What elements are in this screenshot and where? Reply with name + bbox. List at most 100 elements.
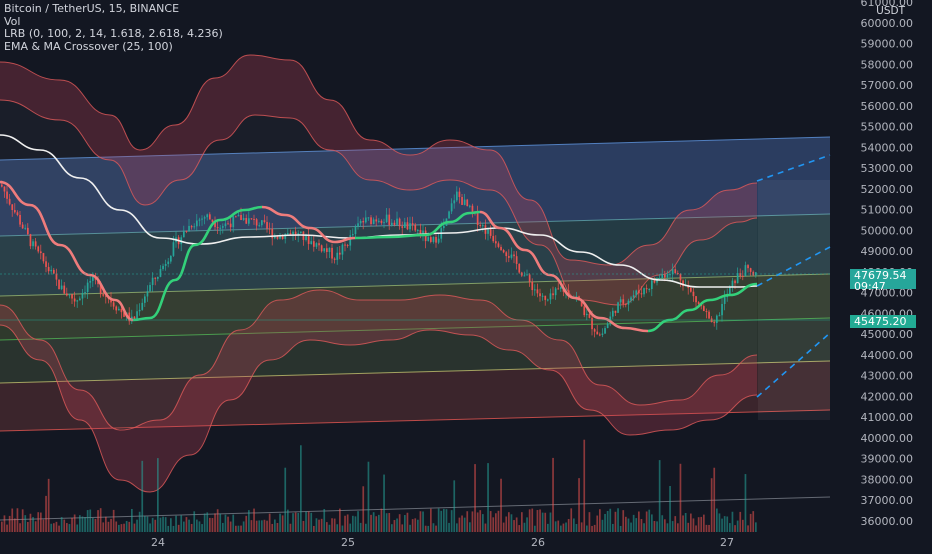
volume-bar	[687, 522, 690, 532]
candle-body	[170, 255, 172, 262]
volume-bar	[50, 523, 53, 532]
candle-body	[406, 222, 409, 230]
volume-bar	[287, 509, 289, 532]
volume-bar	[1, 521, 3, 532]
volume-bar	[539, 509, 541, 532]
volume-bar	[37, 512, 40, 532]
candle-body	[658, 278, 661, 280]
price-tick-label: 47000.00	[861, 287, 914, 300]
volume-bar	[19, 523, 21, 532]
candle-body	[599, 334, 601, 336]
ema-ma-indicator-label[interactable]: EMA & MA Crossover (25, 100)	[4, 39, 173, 53]
volume-bar	[497, 510, 500, 532]
volume-bar	[432, 523, 435, 532]
volume-bar	[528, 509, 531, 532]
upper-outer-line	[0, 54, 758, 266]
volume-bar	[123, 523, 125, 532]
volume-bar	[479, 510, 482, 532]
candle-body	[448, 211, 450, 219]
volume-bar	[105, 516, 107, 532]
volume-bar	[185, 517, 188, 532]
candle-body	[518, 263, 521, 273]
lrb-indicator-label[interactable]: LRB (0, 100, 2, 14, 1.618, 2.618, 4.236)	[4, 27, 223, 41]
volume-bar	[250, 520, 253, 532]
volume-bar	[469, 522, 471, 532]
time-axis[interactable]: 24 25 26 27	[0, 534, 832, 550]
candle-body	[682, 280, 684, 287]
volume-bar	[284, 467, 287, 532]
volume-bar	[40, 512, 42, 532]
level-price-tag[interactable]: 45475.20	[850, 315, 916, 328]
ema-bullish-segment	[354, 210, 481, 240]
volume-bar	[276, 522, 279, 532]
candle-body	[523, 275, 526, 277]
candle-body	[557, 288, 560, 290]
candle-body	[268, 228, 271, 230]
candle-body	[99, 284, 102, 295]
volume-bar	[71, 517, 73, 532]
volume-bar	[248, 510, 250, 532]
volume-bar	[531, 508, 534, 532]
volume-bar	[427, 525, 430, 532]
candle-body	[482, 225, 484, 227]
projection-dashed-line	[756, 246, 831, 287]
lrb-band-edge	[0, 409, 831, 432]
ma-100-line	[0, 134, 758, 288]
volume-bar	[97, 510, 99, 532]
volume-bar	[378, 514, 380, 532]
candle-body	[172, 242, 175, 256]
volume-bar	[118, 524, 120, 532]
volume-bar	[453, 480, 456, 532]
candle-body	[110, 298, 112, 303]
volume-bar	[112, 509, 115, 532]
volume-bar	[289, 523, 292, 532]
volume-bar	[219, 513, 222, 532]
volume-bar	[658, 460, 661, 532]
candle-body	[318, 243, 320, 246]
candle-body	[123, 312, 125, 317]
symbol-title[interactable]: Bitcoin / TetherUS, 15, BINANCE	[4, 2, 180, 15]
price-tick-label: 54000.00	[861, 141, 914, 154]
last-price-tag[interactable]: 47679.54 09:47	[850, 269, 916, 293]
price-tick-label: 57000.00	[861, 79, 914, 92]
projection-lines	[0, 154, 831, 398]
candle-body	[567, 290, 570, 297]
candle-body	[734, 280, 736, 284]
volume-bar	[167, 525, 170, 532]
volume-bar	[6, 524, 8, 532]
volume-bar	[209, 517, 211, 532]
candle-body	[487, 229, 489, 234]
volume-bar	[42, 519, 45, 532]
level-price-value: 45475.20	[854, 315, 907, 328]
volume-bar	[601, 519, 604, 532]
candle-body	[695, 296, 697, 303]
candle-body	[6, 191, 8, 199]
candle-body	[1, 184, 3, 187]
candle-body	[443, 225, 445, 229]
candle-body	[138, 309, 141, 312]
price-tick-label: 49000.00	[861, 245, 914, 258]
volume-bar	[138, 511, 141, 532]
volume-bar	[196, 519, 198, 532]
candle-body	[305, 234, 307, 240]
price-tick-label: 37000.00	[861, 494, 914, 507]
price-tick-label: 41000.00	[861, 411, 914, 424]
price-tick-label: 42000.00	[861, 390, 914, 403]
candle-body	[422, 230, 424, 235]
candle-body	[476, 212, 479, 226]
candle-body	[463, 199, 466, 205]
candle-body	[755, 272, 757, 276]
volume-bar	[718, 513, 721, 532]
volume-bar	[310, 512, 313, 532]
volume-bar	[281, 515, 284, 532]
candle-body	[591, 317, 593, 330]
volume-bar	[320, 518, 323, 532]
candle-body	[534, 289, 536, 291]
ema-bearish-segment	[261, 205, 356, 244]
candle-body	[645, 288, 648, 290]
volume-bar	[536, 510, 539, 532]
volume-indicator-label[interactable]: Vol	[4, 14, 21, 28]
candle-body	[401, 226, 404, 228]
